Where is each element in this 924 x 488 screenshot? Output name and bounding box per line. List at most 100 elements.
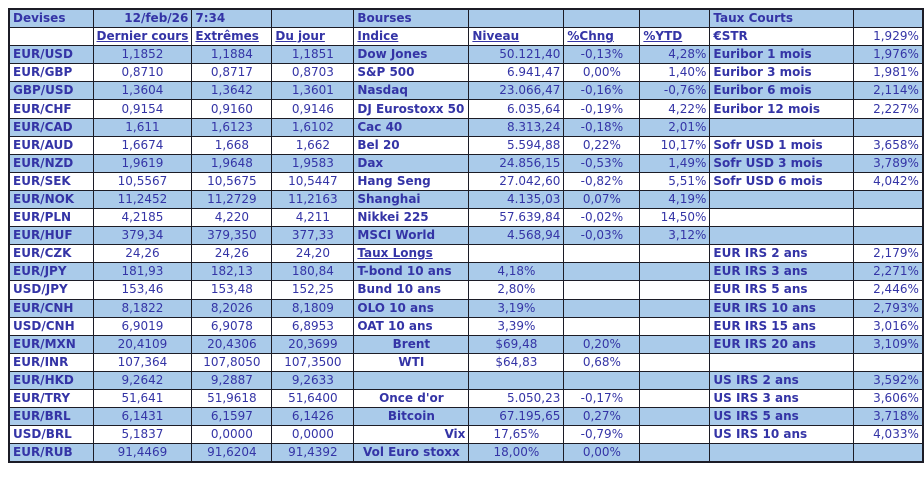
pct-chng-cell[interactable]: -0,79% <box>563 425 641 445</box>
niveau-cell[interactable]: 5.594,88 <box>468 135 565 155</box>
extremes-cell[interactable]: 0,9160 <box>191 99 273 119</box>
taux-court-label-cell[interactable]: EUR IRS 15 ans <box>709 316 855 336</box>
indice-cell[interactable]: Nikkei 225 <box>353 208 470 228</box>
niveau-cell[interactable]: 57.639,84 <box>468 208 565 228</box>
dernier-cours-cell[interactable]: 5,1837 <box>92 425 193 445</box>
pct-chng-cell[interactable]: 0,22% <box>563 135 641 155</box>
currency-pair-cell[interactable]: USD/JPY <box>8 280 94 300</box>
taux-court-value-header[interactable]: 1,929% <box>853 27 924 47</box>
taux-court-label-cell[interactable] <box>709 226 855 246</box>
pct-chng-cell[interactable] <box>563 370 641 390</box>
extremes-cell[interactable]: 182,13 <box>191 262 273 282</box>
currency-pair-cell[interactable]: EUR/USD <box>8 45 94 65</box>
dernier-cours-cell[interactable]: 6,1431 <box>92 407 193 427</box>
taux-court-value-cell[interactable]: 2,793% <box>853 298 924 318</box>
taux-court-value-cell[interactable] <box>853 352 924 372</box>
taux-court-value-cell[interactable]: 3,016% <box>853 316 924 336</box>
taux-court-label-cell[interactable]: EUR IRS 3 ans <box>709 262 855 282</box>
du-jour-cell[interactable]: 51,6400 <box>271 388 355 409</box>
taux-court-label-cell[interactable] <box>709 189 855 210</box>
niveau-cell[interactable]: 4,18% <box>468 262 565 282</box>
currency-pair-cell[interactable]: USD/BRL <box>8 425 94 445</box>
niveau-header[interactable] <box>468 8 565 29</box>
indice-cell[interactable]: Once d'or <box>353 388 470 409</box>
pct-chng-cell[interactable]: -0,16% <box>563 81 641 101</box>
extremes-cell[interactable]: 1,3642 <box>191 81 273 101</box>
taux-court-value-cell[interactable] <box>853 208 924 228</box>
dernier-cours-cell[interactable]: 153,46 <box>92 280 193 300</box>
currency-pair-cell[interactable]: EUR/GBP <box>8 63 94 83</box>
pct-ytd-cell[interactable] <box>639 280 711 300</box>
extremes-cell[interactable]: 1,6123 <box>191 117 273 137</box>
taux-court-value-cell[interactable]: 3,789% <box>853 153 924 173</box>
currency-pair-cell[interactable]: EUR/JPY <box>8 262 94 282</box>
pct-chng-cell[interactable] <box>563 316 641 336</box>
pct-ytd-cell[interactable] <box>639 244 711 264</box>
currency-pair-cell[interactable]: EUR/CHF <box>8 99 94 119</box>
currency-pair-header[interactable]: Devises <box>8 8 94 29</box>
du-jour-cell[interactable]: 6,1426 <box>271 407 355 427</box>
pct-ytd-cell[interactable] <box>639 370 711 390</box>
indice-cell[interactable]: Vol Euro stoxx <box>353 443 470 463</box>
du-jour-cell[interactable]: 152,25 <box>271 280 355 300</box>
indice-cell[interactable]: MSCI World <box>353 226 470 246</box>
extremes-cell[interactable]: 91,6204 <box>191 443 273 463</box>
pct-ytd-cell[interactable] <box>639 425 711 445</box>
du-jour-cell[interactable]: 20,3699 <box>271 334 355 354</box>
currency-pair-cell[interactable]: EUR/MXN <box>8 334 94 354</box>
du-jour-cell[interactable]: 1,6102 <box>271 117 355 137</box>
pct-ytd-cell[interactable]: 1,40% <box>639 63 711 83</box>
extremes-cell[interactable]: 11,2729 <box>191 189 273 210</box>
taux-court-value-cell[interactable] <box>853 189 924 210</box>
du-jour-cell[interactable]: 0,9146 <box>271 99 355 119</box>
taux-court-value-cell[interactable] <box>853 117 924 137</box>
niveau-cell[interactable]: 67.195,65 <box>468 407 565 427</box>
extremes-header[interactable]: Extrêmes <box>191 27 273 47</box>
dernier-cours-cell[interactable]: 1,1852 <box>92 45 193 65</box>
pct-chng-cell[interactable]: -0,53% <box>563 153 641 173</box>
indice-cell[interactable]: Bitcoin <box>353 407 470 427</box>
taux-court-value-cell[interactable]: 4,042% <box>853 171 924 191</box>
pct-ytd-cell[interactable] <box>639 262 711 282</box>
dernier-cours-cell[interactable]: 0,8710 <box>92 63 193 83</box>
indice-cell[interactable]: Shanghai <box>353 189 470 210</box>
taux-court-label-cell[interactable]: EUR IRS 10 ans <box>709 298 855 318</box>
pct-chng-cell[interactable]: 0,00% <box>563 63 641 83</box>
du-jour-header[interactable] <box>271 8 355 29</box>
taux-court-value-cell[interactable] <box>853 443 924 463</box>
taux-court-label-cell[interactable]: EUR IRS 20 ans <box>709 334 855 354</box>
pct-ytd-cell[interactable]: 4,28% <box>639 45 711 65</box>
pct-ytd-cell[interactable] <box>639 334 711 354</box>
pct-ytd-cell[interactable]: 4,19% <box>639 189 711 210</box>
pct-ytd-cell[interactable]: 3,12% <box>639 226 711 246</box>
pct-chng-cell[interactable]: 0,07% <box>563 189 641 210</box>
currency-pair-cell[interactable]: EUR/INR <box>8 352 94 372</box>
du-jour-cell[interactable]: 1,3601 <box>271 81 355 101</box>
extremes-cell[interactable]: 153,48 <box>191 280 273 300</box>
niveau-cell[interactable]: 27.042,60 <box>468 171 565 191</box>
indice-cell[interactable]: T-bond 10 ans <box>353 262 470 282</box>
taux-court-label-cell[interactable]: EUR IRS 2 ans <box>709 244 855 264</box>
currency-pair-cell[interactable]: EUR/CNH <box>8 298 94 318</box>
du-jour-cell[interactable]: 10,5447 <box>271 171 355 191</box>
indice-cell[interactable] <box>353 370 470 390</box>
currency-pair-cell[interactable]: USD/CNH <box>8 316 94 336</box>
currency-pair-cell[interactable]: EUR/PLN <box>8 208 94 228</box>
niveau-cell[interactable]: 6.035,64 <box>468 99 565 119</box>
pct-ytd-header[interactable]: %YTD <box>639 27 711 47</box>
dernier-cours-cell[interactable]: 10,5567 <box>92 171 193 191</box>
taux-court-value-header[interactable] <box>853 8 924 29</box>
extremes-cell[interactable]: 0,0000 <box>191 425 273 445</box>
taux-court-label-header[interactable]: €STR <box>709 27 855 47</box>
indice-cell[interactable]: Dow Jones <box>353 45 470 65</box>
pct-chng-cell[interactable]: 0,27% <box>563 407 641 427</box>
dernier-cours-cell[interactable]: 8,1822 <box>92 298 193 318</box>
currency-pair-cell[interactable]: EUR/HUF <box>8 226 94 246</box>
pct-chng-cell[interactable]: -0,17% <box>563 388 641 409</box>
pct-ytd-cell[interactable] <box>639 316 711 336</box>
niveau-cell[interactable]: 2,80% <box>468 280 565 300</box>
dernier-cours-cell[interactable]: 6,9019 <box>92 316 193 336</box>
currency-pair-cell[interactable]: EUR/HKD <box>8 370 94 390</box>
extremes-cell[interactable]: 4,220 <box>191 208 273 228</box>
dernier-cours-cell[interactable]: 9,2642 <box>92 370 193 390</box>
